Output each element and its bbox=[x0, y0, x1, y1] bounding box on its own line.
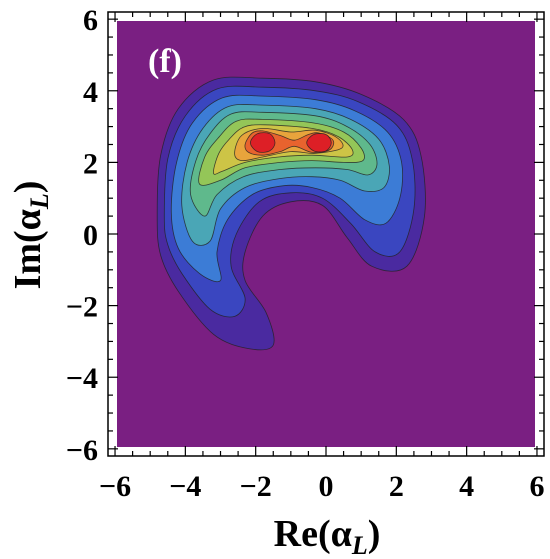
y-tick-label: 2 bbox=[83, 147, 98, 180]
x-tick-label: −6 bbox=[99, 470, 131, 503]
contour-level-10 bbox=[249, 132, 276, 153]
y-tick-label: 4 bbox=[83, 76, 98, 109]
y-tick-label: −4 bbox=[66, 362, 98, 395]
x-tick-labels: −6 −4 −2 0 2 4 6 bbox=[99, 470, 544, 503]
x-tick-label: 6 bbox=[529, 470, 544, 503]
panel-label: (f) bbox=[148, 43, 182, 80]
y-tick-label: 0 bbox=[83, 219, 98, 252]
x-tick-label: 0 bbox=[319, 470, 334, 503]
y-tick-label: −6 bbox=[66, 434, 98, 467]
axis-ticks bbox=[108, 12, 544, 456]
contour-levels bbox=[156, 76, 426, 351]
x-tick-label: −4 bbox=[169, 470, 201, 503]
y-axis-title: Im(αL) bbox=[7, 181, 54, 290]
x-tick-label: 4 bbox=[459, 470, 474, 503]
y-tick-label: −2 bbox=[66, 291, 98, 324]
y-tick-label: 6 bbox=[83, 4, 98, 37]
contour-level-11 bbox=[306, 133, 332, 153]
x-axis-title: Re(αL) bbox=[274, 513, 381, 559]
x-tick-label: 2 bbox=[389, 470, 404, 503]
x-tick-label: −2 bbox=[240, 470, 272, 503]
y-tick-labels: −6 −4 −2 0 2 4 6 bbox=[66, 4, 98, 467]
